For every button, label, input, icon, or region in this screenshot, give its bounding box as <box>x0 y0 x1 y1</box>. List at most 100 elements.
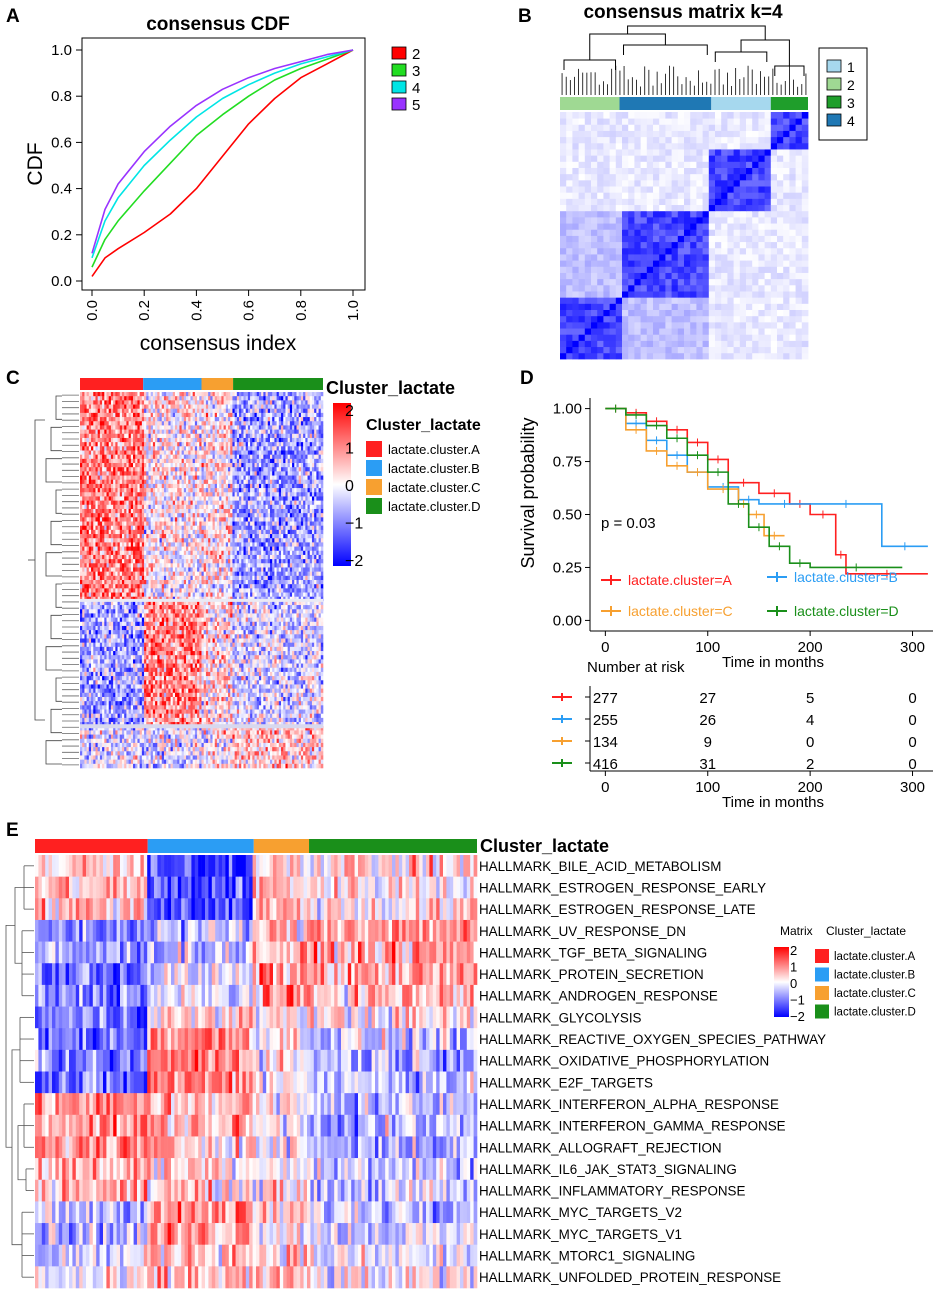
matrix-cell-b <box>690 192 697 199</box>
matrix-cell-b <box>702 161 710 168</box>
heat-cell-c <box>104 412 107 418</box>
matrix-cell-b <box>603 352 610 360</box>
heat-cell-c <box>82 475 85 481</box>
heat-cell-c <box>121 450 125 455</box>
heat-cell-c <box>88 463 92 468</box>
heat-cell-c <box>223 400 227 405</box>
heat-cell-c <box>152 421 156 426</box>
matrix-cell-b <box>733 204 741 212</box>
heat-cell-c <box>298 450 302 455</box>
matrix-cell-b <box>646 149 654 156</box>
heat-cell-c <box>216 412 220 418</box>
heat-cell-c <box>119 396 123 401</box>
heat-cell-c <box>135 500 138 506</box>
heat-cell-c <box>177 454 180 460</box>
heat-cell-c <box>311 467 315 472</box>
heat-cell-c <box>203 471 207 476</box>
legend-label-b: 1 <box>847 59 855 75</box>
heat-cell-c <box>294 463 297 468</box>
legend-label-a: 3 <box>412 63 420 80</box>
heat-cell-c <box>88 454 92 460</box>
heat-cell-c <box>104 392 107 397</box>
heat-cell-c <box>179 450 182 455</box>
heat-cell-c <box>216 417 220 422</box>
matrix-cell-b <box>677 272 685 280</box>
heat-cell-c <box>225 488 229 493</box>
matrix-cell-b <box>591 192 598 199</box>
matrix-cell-b <box>677 291 685 298</box>
heat-cell-c <box>113 508 116 514</box>
matrix-cell-b <box>801 186 809 193</box>
matrix-cell-b <box>622 136 629 144</box>
heat-cell-c <box>228 417 231 422</box>
heat-cell-c <box>252 450 255 455</box>
heat-cell-c <box>267 404 271 410</box>
matrix-cell-b <box>733 167 741 175</box>
matrix-cell-b <box>783 155 790 162</box>
heat-cell-c <box>307 392 311 397</box>
heat-cell-c <box>296 454 299 460</box>
heat-cell-c <box>210 429 213 435</box>
heat-cell-c <box>316 437 319 443</box>
heat-cell-c <box>141 471 145 476</box>
y-tick-label-a: 0.4 <box>51 181 72 198</box>
matrix-cell-b <box>684 179 691 187</box>
heat-cell-c <box>192 471 196 476</box>
heat-cell-c <box>307 504 311 510</box>
heat-cell-c <box>99 425 103 430</box>
heat-cell-c <box>208 479 211 485</box>
heat-cell-c <box>102 458 105 464</box>
heat-cell-c <box>212 483 216 489</box>
heat-cell-c <box>177 504 180 510</box>
heat-cell-c <box>141 442 145 447</box>
heat-cell-c <box>152 492 156 497</box>
heat-cell-c <box>82 433 85 439</box>
matrix-cell-b <box>764 216 772 224</box>
matrix-cell-b <box>609 167 617 175</box>
heat-cell-c <box>305 450 308 455</box>
heat-cell-c <box>294 417 297 422</box>
heat-cell-c <box>216 475 220 481</box>
heat-cell-c <box>80 400 83 405</box>
heat-cell-c <box>208 433 211 439</box>
heat-cell-c <box>124 500 127 506</box>
heat-cell-c <box>172 392 176 397</box>
heat-cell-c <box>199 483 202 489</box>
matrix-cell-b <box>795 223 803 230</box>
heat-cell-c <box>161 492 165 497</box>
heat-cell-c <box>254 492 258 497</box>
matrix-cell-b <box>653 229 660 236</box>
matrix-cell-b <box>671 155 679 162</box>
matrix-cell-b <box>578 328 586 335</box>
heat-cell-c <box>232 483 235 489</box>
heat-cell-c <box>208 400 211 405</box>
matrix-cell-b <box>690 179 697 187</box>
heat-cell-c <box>93 471 96 476</box>
heat-cell-c <box>113 400 116 405</box>
matrix-cell-b <box>764 346 772 354</box>
matrix-cell-b <box>789 216 796 224</box>
heat-cell-c <box>234 396 238 401</box>
heat-cell-c <box>146 496 149 501</box>
heat-cell-c <box>148 500 151 506</box>
matrix-cell-b <box>640 328 648 335</box>
heat-cell-c <box>212 454 216 460</box>
matrix-cell-b <box>584 118 592 125</box>
matrix-cell-b <box>696 223 703 230</box>
matrix-cell-b <box>584 254 592 261</box>
matrix-cell-b <box>677 254 685 261</box>
legend-swatch-b <box>826 113 842 127</box>
heat-cell-c <box>214 463 218 468</box>
heat-cell-c <box>139 496 143 501</box>
heat-cell-c <box>223 425 227 430</box>
heat-cell-c <box>210 437 213 443</box>
matrix-cell-b <box>591 352 598 360</box>
heat-cell-c <box>163 467 167 472</box>
matrix-cell-b <box>721 266 728 273</box>
heat-cell-c <box>172 483 176 489</box>
heat-cell-c <box>247 508 251 514</box>
heat-cell-c <box>144 475 147 481</box>
heat-cell-c <box>186 429 189 435</box>
heat-cell-c <box>192 392 196 397</box>
heat-cell-c <box>303 479 306 485</box>
